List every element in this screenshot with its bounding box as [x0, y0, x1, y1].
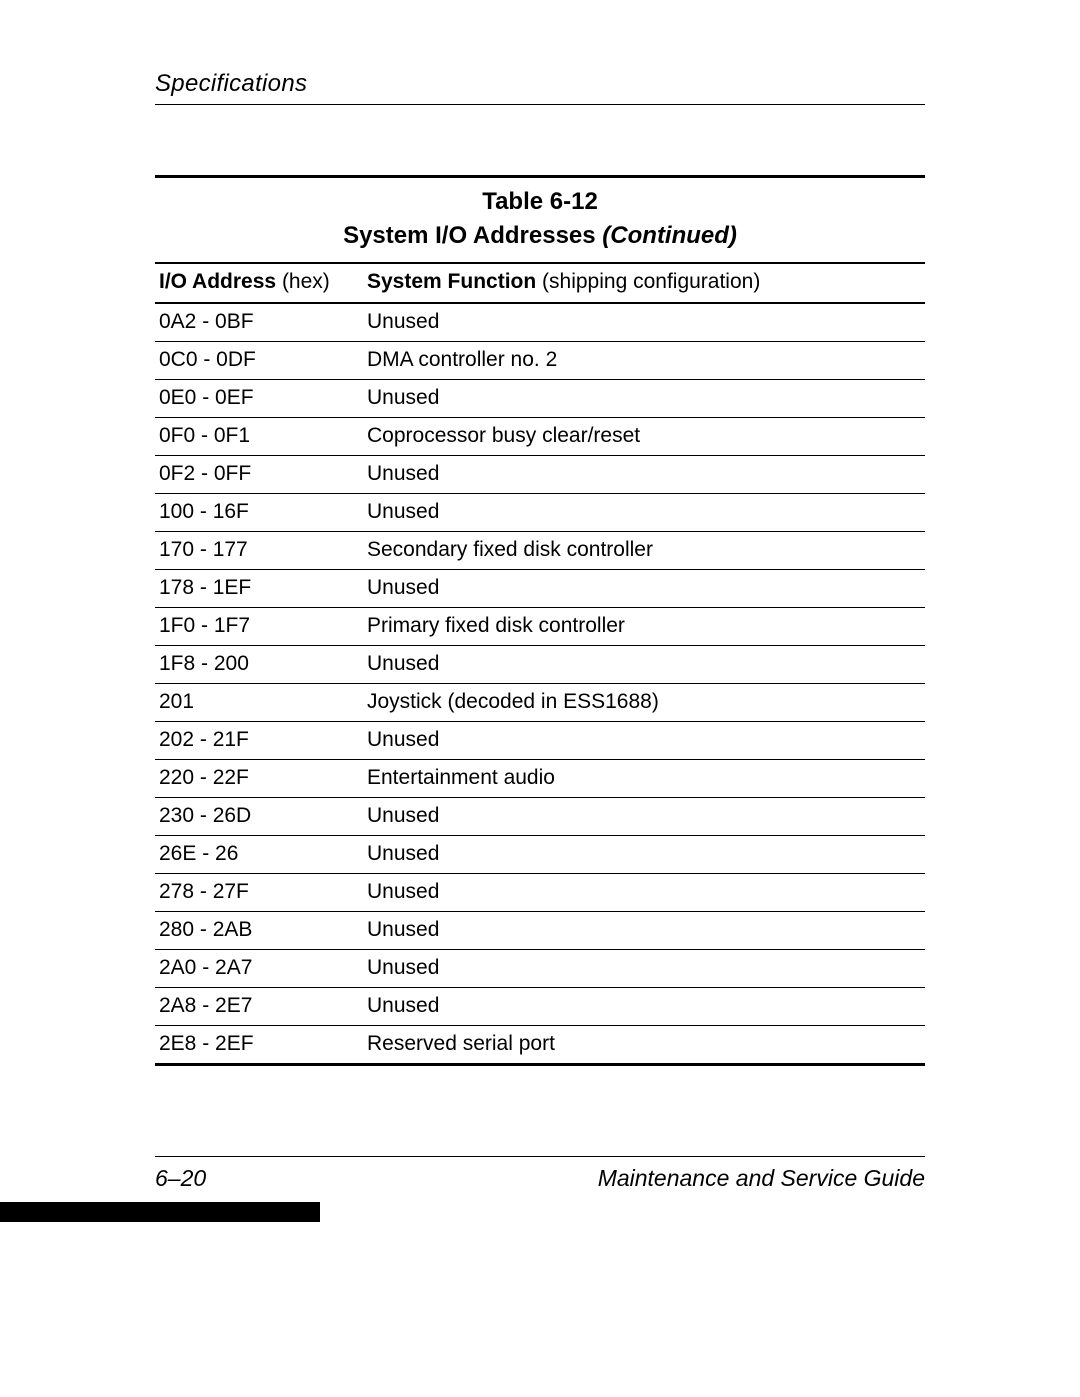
- page-number: 6–20: [155, 1165, 206, 1192]
- running-head: Specifications: [155, 70, 925, 105]
- cell-address: 1F8 - 200: [155, 646, 363, 684]
- cell-address: 1F0 - 1F7: [155, 608, 363, 646]
- table-row: 278 - 27F Unused: [155, 874, 925, 912]
- table-row: 201 Joystick (decoded in ESS1688): [155, 684, 925, 722]
- table-body: 0A2 - 0BF Unused 0C0 - 0DF DMA controlle…: [155, 303, 925, 1065]
- cell-function: Coprocessor busy clear/reset: [363, 418, 925, 456]
- cell-function: Unused: [363, 303, 925, 342]
- table-row: 100 - 16F Unused: [155, 494, 925, 532]
- cell-function: Secondary fixed disk controller: [363, 532, 925, 570]
- io-address-table: I/O Address (hex) System Function (shipp…: [155, 262, 925, 1066]
- cell-address: 201: [155, 684, 363, 722]
- table-block: Table 6-12 System I/O Addresses (Continu…: [155, 175, 925, 1066]
- cell-function: Unused: [363, 456, 925, 494]
- cell-function: DMA controller no. 2: [363, 342, 925, 380]
- cell-address: 0C0 - 0DF: [155, 342, 363, 380]
- table-row: 280 - 2AB Unused: [155, 912, 925, 950]
- cell-function: Joystick (decoded in ESS1688): [363, 684, 925, 722]
- table-row: 1F0 - 1F7 Primary fixed disk controller: [155, 608, 925, 646]
- cell-address: 100 - 16F: [155, 494, 363, 532]
- cell-address: 2A0 - 2A7: [155, 950, 363, 988]
- table-title-main: System I/O Addresses: [343, 222, 602, 249]
- cell-address: 0F0 - 0F1: [155, 418, 363, 456]
- col-header-address: I/O Address (hex): [155, 263, 363, 303]
- table-row: 230 - 26D Unused: [155, 798, 925, 836]
- col-header-function-label: System Function: [367, 270, 542, 293]
- cell-function: Unused: [363, 836, 925, 874]
- cell-function: Unused: [363, 950, 925, 988]
- cell-address: 170 - 177: [155, 532, 363, 570]
- cell-function: Unused: [363, 798, 925, 836]
- table-row: 0F0 - 0F1 Coprocessor busy clear/reset: [155, 418, 925, 456]
- cell-function: Reserved serial port: [363, 1026, 925, 1065]
- cell-function: Unused: [363, 912, 925, 950]
- cell-function: Primary fixed disk controller: [363, 608, 925, 646]
- col-header-address-label: I/O Address: [159, 270, 282, 293]
- table-header-row: I/O Address (hex) System Function (shipp…: [155, 263, 925, 303]
- black-bar: [0, 1202, 320, 1222]
- cell-address: 230 - 26D: [155, 798, 363, 836]
- table-row: 202 - 21F Unused: [155, 722, 925, 760]
- cell-address: 0F2 - 0FF: [155, 456, 363, 494]
- cell-address: 0E0 - 0EF: [155, 380, 363, 418]
- table-row: 0A2 - 0BF Unused: [155, 303, 925, 342]
- cell-function: Unused: [363, 988, 925, 1026]
- cell-function: Unused: [363, 874, 925, 912]
- doc-title: Maintenance and Service Guide: [598, 1165, 925, 1192]
- cell-address: 0A2 - 0BF: [155, 303, 363, 342]
- cell-function: Unused: [363, 722, 925, 760]
- cell-address: 2A8 - 2E7: [155, 988, 363, 1026]
- table-caption: Table 6-12: [155, 188, 925, 216]
- col-header-address-paren: (hex): [282, 270, 330, 293]
- cell-address: 220 - 22F: [155, 760, 363, 798]
- table-title-continued: (Continued): [602, 222, 737, 249]
- table-row: 0E0 - 0EF Unused: [155, 380, 925, 418]
- cell-address: 26E - 26: [155, 836, 363, 874]
- col-header-function-paren: (shipping configuration): [542, 270, 760, 293]
- cell-function: Unused: [363, 380, 925, 418]
- cell-address: 278 - 27F: [155, 874, 363, 912]
- table-row: 170 - 177 Secondary fixed disk controlle…: [155, 532, 925, 570]
- cell-function: Unused: [363, 570, 925, 608]
- table-row: 220 - 22F Entertainment audio: [155, 760, 925, 798]
- table-row: 0F2 - 0FF Unused: [155, 456, 925, 494]
- table-row: 2A8 - 2E7 Unused: [155, 988, 925, 1026]
- col-header-function: System Function (shipping configuration): [363, 263, 925, 303]
- cell-address: 202 - 21F: [155, 722, 363, 760]
- cell-address: 178 - 1EF: [155, 570, 363, 608]
- cell-function: Unused: [363, 494, 925, 532]
- table-row: 1F8 - 200 Unused: [155, 646, 925, 684]
- cell-function: Entertainment audio: [363, 760, 925, 798]
- table-row: 178 - 1EF Unused: [155, 570, 925, 608]
- cell-address: 280 - 2AB: [155, 912, 363, 950]
- cell-function: Unused: [363, 646, 925, 684]
- page: Specifications Table 6-12 System I/O Add…: [0, 0, 1080, 1397]
- table-row: 0C0 - 0DF DMA controller no. 2: [155, 342, 925, 380]
- table-title: System I/O Addresses (Continued): [155, 222, 925, 250]
- cell-address: 2E8 - 2EF: [155, 1026, 363, 1065]
- table-row: 2E8 - 2EF Reserved serial port: [155, 1026, 925, 1065]
- table-row: 26E - 26 Unused: [155, 836, 925, 874]
- page-footer: 6–20 Maintenance and Service Guide: [155, 1156, 925, 1192]
- table-row: 2A0 - 2A7 Unused: [155, 950, 925, 988]
